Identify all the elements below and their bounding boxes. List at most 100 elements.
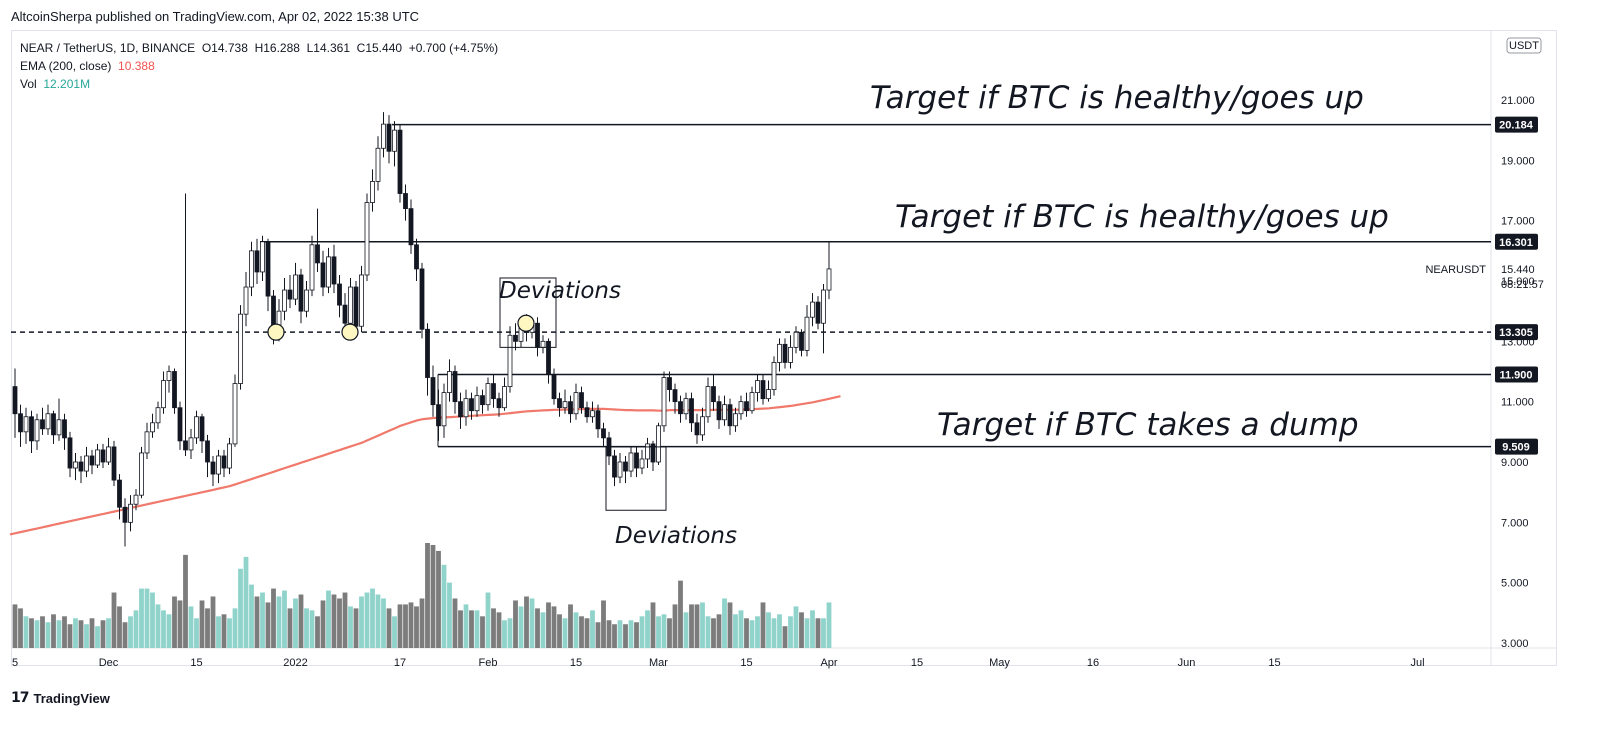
candle-body — [678, 401, 683, 415]
volume-bar — [166, 614, 172, 648]
last-price-countdown: 08:21:57 — [1501, 279, 1544, 291]
candle-body — [45, 413, 51, 430]
legend-symbol-row: NEAR / TetherUS, 1D, BINANCE O14.738 H16… — [20, 39, 498, 57]
volume-bar — [821, 618, 826, 648]
candle-body — [238, 313, 243, 384]
candle-body — [496, 398, 502, 409]
candle-body — [562, 401, 568, 409]
candle-body — [430, 377, 436, 406]
candle-body — [463, 398, 469, 418]
candle-body — [656, 425, 661, 463]
volume-bar — [419, 598, 425, 648]
volume-bar — [95, 626, 100, 648]
volume-bar — [271, 588, 276, 648]
volume-bar — [133, 610, 139, 648]
candle-body — [117, 479, 122, 508]
marker-circle — [517, 314, 535, 332]
volume-bar — [364, 592, 370, 648]
candle-body — [161, 380, 166, 409]
volume-bar — [749, 620, 755, 648]
volume-bar — [650, 602, 656, 648]
candle-body — [683, 398, 689, 415]
volume-bar — [546, 602, 551, 648]
deviation-box-upper — [499, 277, 557, 348]
volume-bar — [518, 606, 524, 648]
candle-body — [716, 401, 722, 421]
volume-bar — [111, 592, 117, 648]
volume-bar — [793, 606, 799, 648]
volume-bar — [315, 616, 320, 648]
volume-bar — [562, 618, 568, 648]
candle-body — [799, 331, 804, 351]
volume-bar — [705, 616, 711, 648]
x-tick-label: 17 — [394, 657, 406, 669]
candle-body — [623, 461, 628, 472]
currency-tag: USDT — [1509, 40, 1539, 52]
candle-body — [777, 343, 782, 363]
volume-bar — [155, 604, 161, 648]
volume-bar — [771, 618, 777, 648]
candle-body — [408, 208, 414, 246]
volume-bar — [34, 620, 40, 648]
x-tick-label: Jun — [1178, 657, 1196, 669]
volume-bar — [381, 598, 386, 648]
candle-body — [628, 452, 634, 472]
volume-bar — [716, 614, 722, 648]
candle-body — [177, 407, 183, 442]
y-tick-label: 9.000 — [1501, 457, 1529, 469]
candle-body — [56, 419, 62, 436]
volume-bar — [612, 624, 617, 648]
volume-bar — [18, 608, 23, 648]
tradingview-brand[interactable]: 17 TradingView — [11, 690, 110, 706]
candle-body — [188, 437, 194, 451]
candle-body — [645, 443, 650, 460]
volume-bar — [540, 612, 546, 648]
candle-body — [474, 395, 480, 412]
legend-vol-row: Vol 12.201M — [20, 75, 498, 93]
last-price-value: 15.440 — [1501, 264, 1535, 276]
candle-body — [166, 371, 172, 381]
volume-bar — [304, 608, 309, 648]
volume-bar — [84, 624, 89, 648]
volume-bar — [392, 616, 397, 648]
volume-bar — [672, 604, 678, 648]
candle-body — [738, 401, 744, 415]
candle-body — [584, 407, 590, 418]
y-tick-label: 5.000 — [1501, 578, 1529, 590]
volume-bar — [205, 608, 210, 648]
volume-bar — [144, 588, 150, 648]
volume-bar — [359, 596, 364, 648]
x-tick-label: Apr — [820, 657, 837, 669]
candle-body — [51, 413, 56, 436]
chart-frame[interactable] — [11, 30, 1557, 666]
volume-bar — [12, 604, 18, 648]
chart-legend: NEAR / TetherUS, 1D, BINANCE O14.738 H16… — [20, 39, 498, 93]
candle-body — [315, 244, 320, 264]
volume-bar — [502, 620, 507, 648]
volume-bar — [782, 626, 788, 648]
legend-vol-label: Vol — [20, 77, 37, 91]
price-label: 9.509 — [1502, 442, 1530, 454]
legend-open: O14.738 — [201, 41, 248, 55]
volume-bar — [128, 616, 133, 648]
candle-body — [265, 241, 271, 297]
y-tick-label: 3.000 — [1501, 638, 1529, 650]
candle-body — [67, 437, 73, 469]
price-label: 16.301 — [1499, 237, 1533, 249]
volume-bar — [45, 622, 51, 648]
volume-bar — [529, 598, 535, 648]
annotation-text: Target if BTC is healthy/goes up — [870, 80, 1364, 116]
volume-bar — [441, 564, 447, 648]
candle-body — [793, 331, 799, 348]
candle-body — [507, 334, 513, 387]
x-tick-label: 15 — [570, 657, 582, 669]
volume-bar — [727, 602, 733, 648]
candle-body — [766, 389, 771, 400]
candle-body — [711, 386, 716, 403]
candle-body — [34, 419, 40, 442]
legend-vol-value: 12.201M — [43, 77, 91, 91]
marker-circle — [267, 323, 285, 341]
candle-body — [810, 301, 815, 318]
volume-bar — [700, 602, 705, 648]
